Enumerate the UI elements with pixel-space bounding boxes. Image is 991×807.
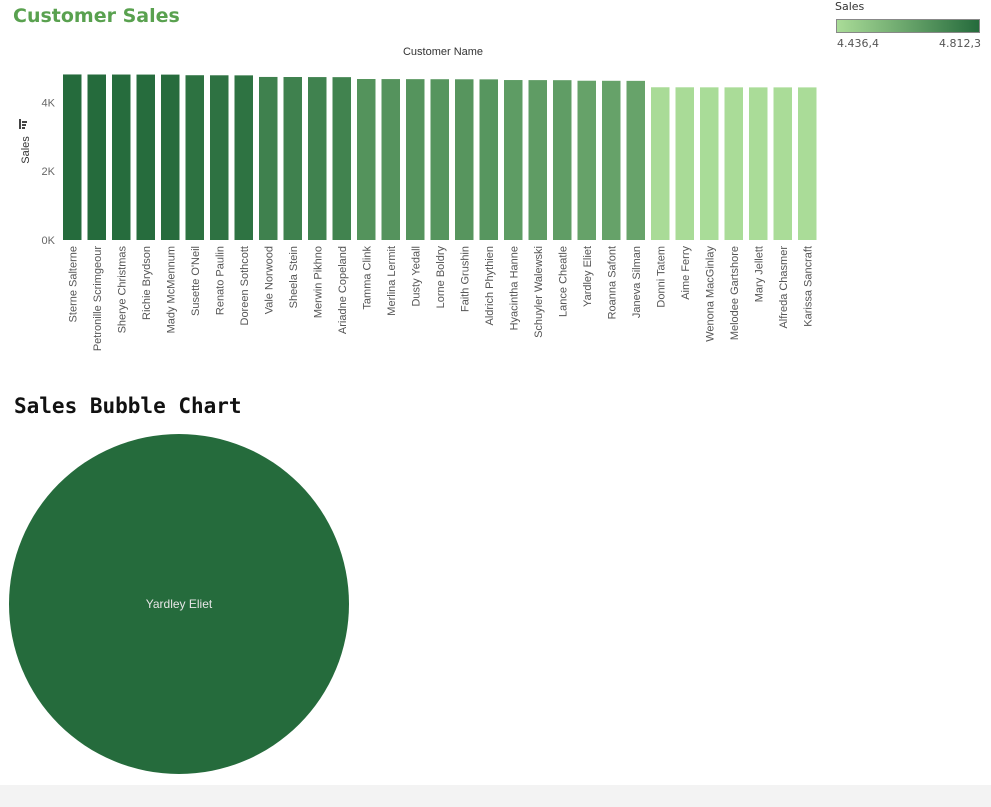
x-tick-label: Yardley Eliet [582,246,594,307]
bar[interactable] [308,77,327,240]
bar[interactable] [700,87,719,241]
x-tick-label: Karissa Sancraft [802,246,814,327]
bar[interactable] [381,79,401,240]
bar[interactable] [675,87,695,240]
footer-strip [0,785,991,807]
x-tick-label: Wenona MacGinlay [704,246,716,342]
legend-gradient-bar [836,19,980,33]
x-tick-label: Tamma Clink [361,246,373,310]
y-axis-title: Sales [20,136,32,164]
x-tick-label: Sterne Salterne [67,246,79,322]
x-tick-label: Lorne Boldry [435,246,447,309]
bar[interactable] [798,87,817,240]
x-tick-label: Ariadne Copeland [337,246,349,334]
y-tick-label: 2K [42,166,56,178]
legend-max-label: 4.812,3 [939,37,981,50]
bar[interactable] [259,76,278,240]
bar[interactable] [136,74,156,240]
y-tick-label: 4K [42,97,56,109]
bar[interactable] [283,77,303,240]
bar-group[interactable] [63,74,817,241]
x-tick-label: Petronille Scrimgeour [92,246,104,351]
bar[interactable] [504,80,523,240]
sort-icon[interactable] [17,118,29,130]
x-tick-label: Mary Jellett [753,246,765,302]
y-tick-label: 0K [42,235,56,247]
bubble-chart-title: Sales Bubble Chart [14,394,242,418]
x-tick-label: Aldrich Phythien [484,246,496,326]
x-tick-label: Richie Brydson [141,246,153,320]
x-tick-label: Merlina Lermit [386,246,398,316]
bar[interactable] [185,75,205,240]
bar[interactable] [87,74,107,240]
x-tick-label: Faith Grushin [459,246,471,312]
bubble[interactable] [9,434,349,774]
x-axis: Sterne Salterne Petronille Scrimgeour Sher… [67,246,814,352]
bar[interactable] [724,87,744,240]
y-axis: 0K 2K 4K [42,97,56,247]
x-tick-label: Melodee Gartshore [729,246,741,340]
bar[interactable] [406,79,425,240]
bar[interactable] [553,80,572,240]
bar[interactable] [528,80,548,240]
x-tick-label: Merwin Pikhno [312,246,324,318]
x-tick-label: Alfreda Chasmer [778,246,790,329]
x-tick-label: Renato Paulin [214,246,226,315]
bubble-label: Yardley Eliet [146,597,213,611]
sales-bubble-chart: Yardley Eliet [9,434,349,774]
x-tick-label: Sherye Christmas [116,246,128,334]
x-tick-label: Janeva Silman [631,246,643,318]
bar[interactable] [63,74,82,240]
x-tick-label: Schuyler Walewski [533,246,545,338]
bar[interactable] [749,87,768,240]
x-tick-label: Sheela Stein [288,246,300,308]
x-tick-label: Aime Ferry [680,246,692,300]
bar[interactable] [773,87,793,240]
bar[interactable] [210,75,229,240]
bar[interactable] [479,79,499,240]
legend-title: Sales [835,0,865,13]
x-tick-label: Roanna Safont [606,246,618,319]
sales-color-legend[interactable]: Sales 4.436,4 4.812,3 [835,0,985,50]
x-axis-title: Customer Name [403,46,483,58]
x-tick-label: Susette O'Neil [190,246,202,316]
dashboard-title: Customer Sales [13,5,180,27]
bar[interactable] [332,77,352,241]
legend-min-label: 4.436,4 [837,37,879,50]
bar[interactable] [455,79,474,240]
x-tick-label: Donni Tatem [655,246,667,308]
x-tick-label: Doreen Sothcott [239,246,251,326]
bar[interactable] [357,79,376,240]
bar[interactable] [161,74,180,240]
bar[interactable] [234,75,254,240]
x-tick-label: Lance Cheatle [557,246,569,317]
x-tick-label: Hyacintha Hanne [508,246,520,330]
customer-sales-bar-chart: Customer Name Sales 0K 2K 4K Sterne Salter… [20,46,817,352]
x-tick-label: Vale Norwood [263,246,275,314]
bar[interactable] [112,74,131,240]
bar[interactable] [651,87,670,240]
bar[interactable] [602,80,621,240]
x-tick-label: Dusty Yedall [410,246,422,307]
bar[interactable] [577,80,597,240]
bar[interactable] [626,80,646,240]
x-tick-label: Mady McMennum [165,246,177,333]
bar[interactable] [430,79,450,240]
